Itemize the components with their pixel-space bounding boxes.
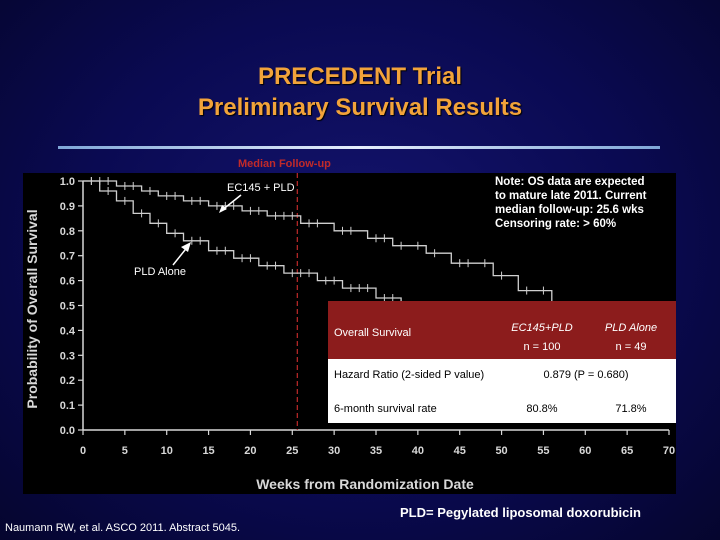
ec145-arrowhead-icon xyxy=(219,205,227,213)
km-chart-panel: 0.0 0.1 0.2 0.3 0.4 0.5 0.6 0.7 0.8 0.9 1.0 0 5 10 15… xyxy=(23,173,676,494)
y-tick-label: 0.1 xyxy=(60,400,75,412)
table-row-label-6mo: 6-month survival rate xyxy=(334,403,437,415)
x-axis-label: Weeks from Randomization Date xyxy=(256,476,474,492)
x-tick-label: 65 xyxy=(621,445,633,457)
x-tick-label: 0 xyxy=(80,445,86,457)
x-tick-label: 40 xyxy=(412,445,424,457)
abbreviation-footnote: PLD= Pegylated liposomal doxorubicin xyxy=(400,505,641,520)
table-col-ec145: EC145+PLD xyxy=(511,322,573,334)
y-ticks: 0.0 0.1 0.2 0.3 0.4 0.5 0.6 0.7 0.8 0.9 1.0 xyxy=(60,176,83,437)
x-tick-label: 35 xyxy=(370,445,382,457)
x-tick-label: 50 xyxy=(495,445,507,457)
y-tick-label: 0.2 xyxy=(60,375,75,387)
table-row-label-hr: Hazard Ratio (2-sided P value) xyxy=(334,369,484,381)
title-divider xyxy=(58,146,660,149)
slide-title-line2: Preliminary Survival Results xyxy=(197,94,523,121)
y-tick-label: 0.8 xyxy=(60,226,75,238)
pld-arrowhead-icon xyxy=(181,242,191,252)
x-ticks: 0 5 10 15 20 25 30 35 40 45 50 55 60 65 70 xyxy=(80,430,675,457)
citation-reference: Naumann RW, et al. ASCO 2011. Abstract 5… xyxy=(5,522,241,534)
x-tick-label: 55 xyxy=(537,445,549,457)
y-tick-label: 0.3 xyxy=(60,350,75,362)
y-axis-label: Probability of Overall Survival xyxy=(24,209,40,408)
table-header-band xyxy=(328,301,676,359)
maturity-note: Note: OS data are expected to mature lat… xyxy=(495,176,650,230)
x-tick-label: 25 xyxy=(286,445,298,457)
ec145-curve-label: EC145 + PLD xyxy=(227,182,295,194)
km-survival-chart: 0.0 0.1 0.2 0.3 0.4 0.5 0.6 0.7 0.8 0.9 1.0 0 5 10 15… xyxy=(24,173,676,492)
x-tick-label: 10 xyxy=(161,445,173,457)
slide-title-line1: PRECEDENT Trial xyxy=(257,63,463,90)
y-tick-label: 0.7 xyxy=(60,251,75,263)
table-row-label-os: Overall Survival xyxy=(334,327,411,339)
table-6mo-ec145: 80.8% xyxy=(526,403,557,415)
table-n-ec145: n = 100 xyxy=(523,341,560,353)
y-tick-label: 0.6 xyxy=(60,276,75,288)
x-tick-label: 15 xyxy=(202,445,214,457)
y-tick-label: 0.0 xyxy=(60,425,75,437)
x-tick-label: 20 xyxy=(244,445,256,457)
results-table: Overall Survival EC145+PLD PLD Alone n =… xyxy=(328,301,676,423)
y-tick-label: 1.0 xyxy=(60,176,75,188)
median-followup-label: Median Follow-up xyxy=(238,158,331,170)
x-tick-label: 5 xyxy=(122,445,128,457)
x-tick-label: 60 xyxy=(579,445,591,457)
x-tick-label: 45 xyxy=(454,445,466,457)
x-tick-label: 30 xyxy=(328,445,340,457)
x-tick-label: 70 xyxy=(663,445,675,457)
y-tick-label: 0.4 xyxy=(60,325,76,337)
table-n-pld: n = 49 xyxy=(616,341,647,353)
table-body xyxy=(328,359,676,423)
y-tick-label: 0.9 xyxy=(60,201,75,213)
table-hr-value: 0.879 (P = 0.680) xyxy=(543,369,628,381)
pld-curve-label: PLD Alone xyxy=(134,266,186,278)
table-6mo-pld: 71.8% xyxy=(615,403,646,415)
y-tick-label: 0.5 xyxy=(60,301,75,313)
table-col-pld: PLD Alone xyxy=(605,322,657,334)
